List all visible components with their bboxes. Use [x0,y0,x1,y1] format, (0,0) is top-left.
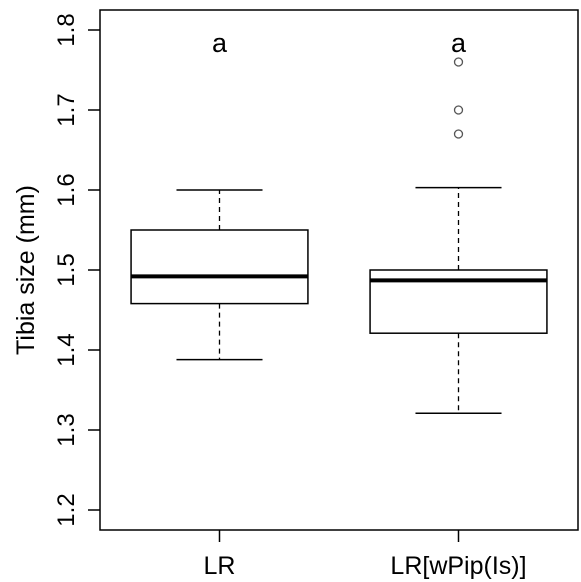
box-group: a [130,28,309,361]
significance-letter: a [212,28,228,58]
x-tick-label: LR [204,552,236,580]
box-group: a [369,28,548,414]
y-tick-label: 1.5 [53,253,80,286]
significance-letter: a [451,28,467,58]
outlier-point [453,129,464,139]
y-tick-label: 1.6 [53,173,80,206]
outlier-point [453,57,464,67]
outlier-point [453,105,464,115]
iqr-box [130,229,309,305]
y-tick-label: 1.3 [53,413,80,446]
y-tick-label: 1.4 [53,333,80,366]
y-axis-label: Tibia size (mm) [12,185,40,355]
x-axis: LR LR[wPip(Is)] [204,530,527,580]
y-tick-label: 1.7 [53,93,80,126]
y-tick-label: 1.8 [53,13,80,46]
y-tick-label: 1.2 [53,493,80,526]
x-tick-label: LR[wPip(Is)] [390,552,526,580]
y-axis: 1.2 1.3 1.4 1.5 1.6 1.7 1.8 [53,13,100,527]
